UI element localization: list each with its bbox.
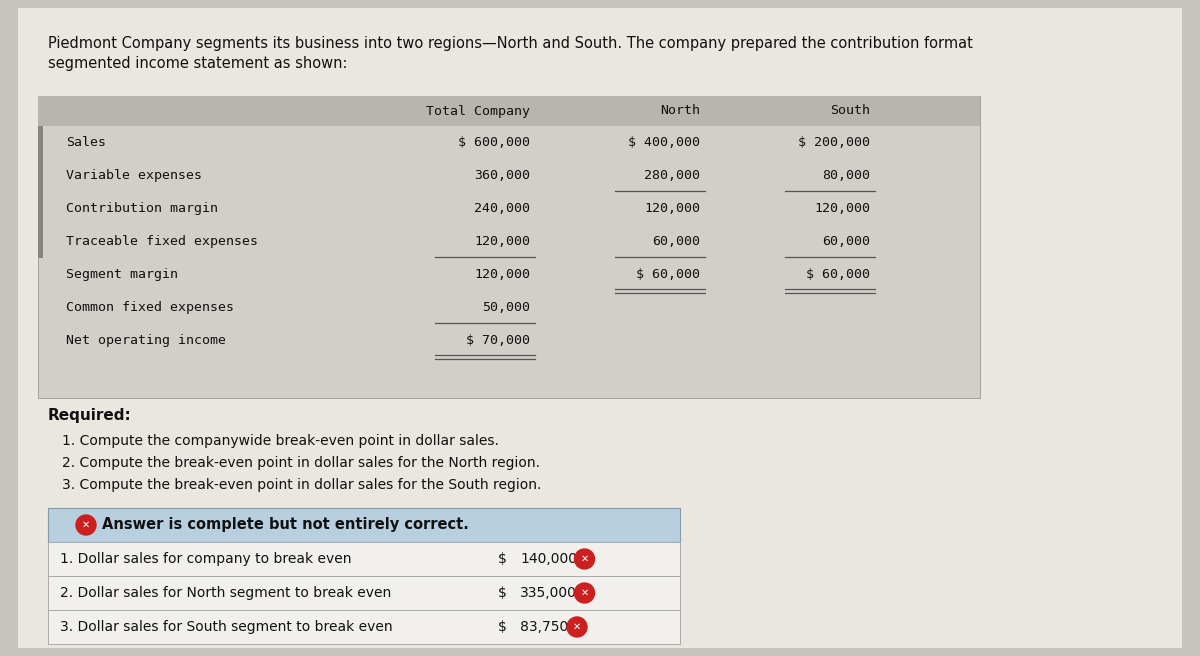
Text: 240,000: 240,000 bbox=[474, 202, 530, 215]
Bar bbox=[38, 96, 980, 398]
Circle shape bbox=[76, 515, 96, 535]
Text: Piedmont Company segments its business into two regions—North and South. The com: Piedmont Company segments its business i… bbox=[48, 36, 973, 51]
Bar bbox=[38, 225, 43, 258]
Bar bbox=[48, 508, 680, 542]
Text: segmented income statement as shown:: segmented income statement as shown: bbox=[48, 56, 348, 71]
Text: $: $ bbox=[498, 586, 506, 600]
Text: 2. Compute the break-even point in dollar sales for the North region.: 2. Compute the break-even point in dolla… bbox=[62, 456, 540, 470]
Text: ✕: ✕ bbox=[581, 554, 588, 564]
Text: 2. Dollar sales for North segment to break even: 2. Dollar sales for North segment to bre… bbox=[60, 586, 391, 600]
Circle shape bbox=[575, 549, 594, 569]
Text: 120,000: 120,000 bbox=[474, 268, 530, 281]
Text: 83,750: 83,750 bbox=[520, 620, 569, 634]
Bar bbox=[48, 576, 680, 610]
Text: $ 70,000: $ 70,000 bbox=[466, 334, 530, 347]
Text: Traceable fixed expenses: Traceable fixed expenses bbox=[66, 235, 258, 248]
Text: Sales: Sales bbox=[66, 136, 106, 149]
Text: 120,000: 120,000 bbox=[814, 202, 870, 215]
Text: $ 600,000: $ 600,000 bbox=[458, 136, 530, 149]
Text: 1. Compute the companywide break-even point in dollar sales.: 1. Compute the companywide break-even po… bbox=[62, 434, 499, 448]
Text: 60,000: 60,000 bbox=[652, 235, 700, 248]
Text: $ 60,000: $ 60,000 bbox=[636, 268, 700, 281]
Text: $ 400,000: $ 400,000 bbox=[628, 136, 700, 149]
Text: North: North bbox=[660, 104, 700, 117]
Text: ✕: ✕ bbox=[581, 588, 588, 598]
Bar bbox=[48, 610, 680, 644]
Text: Total Company: Total Company bbox=[426, 104, 530, 117]
Bar bbox=[38, 159, 43, 192]
Text: 280,000: 280,000 bbox=[644, 169, 700, 182]
Text: 335,000: 335,000 bbox=[520, 586, 577, 600]
Text: $ 200,000: $ 200,000 bbox=[798, 136, 870, 149]
Text: Required:: Required: bbox=[48, 408, 132, 423]
Text: 3. Dollar sales for South segment to break even: 3. Dollar sales for South segment to bre… bbox=[60, 620, 392, 634]
Text: Common fixed expenses: Common fixed expenses bbox=[66, 301, 234, 314]
Text: 120,000: 120,000 bbox=[644, 202, 700, 215]
Text: Variable expenses: Variable expenses bbox=[66, 169, 202, 182]
Text: Net operating income: Net operating income bbox=[66, 334, 226, 347]
Text: ✕: ✕ bbox=[82, 520, 90, 530]
Circle shape bbox=[568, 617, 587, 637]
Text: $: $ bbox=[498, 552, 506, 566]
Text: Answer is complete but not entirely correct.: Answer is complete but not entirely corr… bbox=[102, 518, 469, 533]
Text: 120,000: 120,000 bbox=[474, 235, 530, 248]
Text: 140,000: 140,000 bbox=[520, 552, 577, 566]
Text: 1. Dollar sales for company to break even: 1. Dollar sales for company to break eve… bbox=[60, 552, 352, 566]
Text: Segment margin: Segment margin bbox=[66, 268, 178, 281]
Bar bbox=[38, 126, 43, 159]
Text: South: South bbox=[830, 104, 870, 117]
Bar bbox=[38, 96, 980, 126]
Text: $ 60,000: $ 60,000 bbox=[806, 268, 870, 281]
Bar bbox=[48, 542, 680, 576]
Text: 360,000: 360,000 bbox=[474, 169, 530, 182]
Text: 80,000: 80,000 bbox=[822, 169, 870, 182]
Text: ✕: ✕ bbox=[572, 622, 581, 632]
Circle shape bbox=[575, 583, 594, 603]
Text: 3. Compute the break-even point in dollar sales for the South region.: 3. Compute the break-even point in dolla… bbox=[62, 478, 541, 492]
Text: Contribution margin: Contribution margin bbox=[66, 202, 218, 215]
Text: 60,000: 60,000 bbox=[822, 235, 870, 248]
Text: 50,000: 50,000 bbox=[482, 301, 530, 314]
Text: $: $ bbox=[498, 620, 506, 634]
Bar bbox=[38, 192, 43, 225]
